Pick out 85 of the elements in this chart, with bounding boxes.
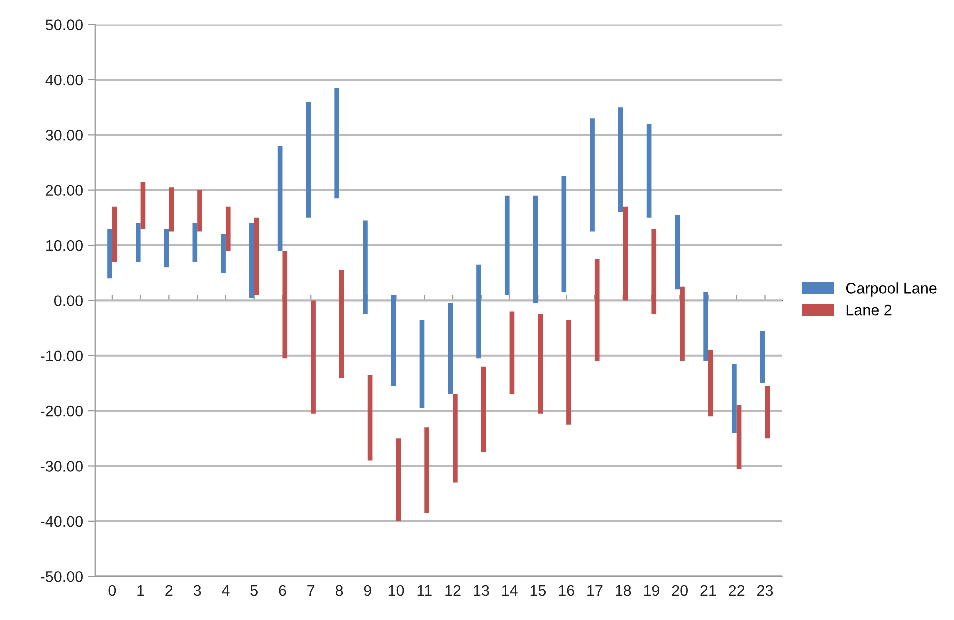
bar — [704, 292, 708, 362]
x-tick-label: 20 — [672, 585, 688, 596]
y-tick-label: 0.00 — [54, 296, 83, 306]
x-tick-label: 7 — [308, 585, 315, 596]
x-tick-label: 17 — [588, 585, 603, 596]
bar — [334, 88, 340, 199]
x-tick-label: 6 — [279, 585, 286, 596]
y-tick-label: -40.00 — [40, 516, 83, 528]
x-tick-label: 18 — [616, 585, 632, 596]
bar — [140, 182, 146, 229]
bar — [363, 220, 368, 314]
bar — [736, 406, 742, 469]
x-tick-label: 14 — [502, 585, 518, 596]
bar — [646, 124, 652, 218]
bar — [311, 300, 316, 414]
x-tick-label: 8 — [336, 585, 344, 596]
bar — [424, 428, 430, 514]
bar — [476, 264, 482, 359]
x-tick-label: 3 — [194, 585, 202, 596]
bar — [164, 228, 170, 268]
bar — [391, 295, 396, 386]
x-tick-label: 15 — [530, 585, 546, 596]
bar — [680, 286, 685, 362]
y-tick-label: 40.00 — [46, 74, 83, 86]
bar — [226, 206, 231, 252]
bar — [652, 228, 657, 314]
bar — [765, 386, 770, 439]
x-tick-label: 11 — [418, 585, 432, 596]
y-tick-label: -30.00 — [40, 461, 83, 472]
y-tick-label: -10.00 — [40, 350, 83, 362]
bar — [254, 218, 260, 296]
legend-label: Lane 2 — [846, 304, 892, 316]
bar — [594, 259, 600, 362]
x-tick-label: 10 — [388, 585, 404, 596]
bar — [453, 394, 458, 483]
bar — [538, 314, 544, 414]
x-tick-label: 0 — [108, 585, 116, 596]
x-tick-label: 13 — [474, 585, 490, 596]
y-tick-label: -50.00 — [40, 571, 83, 582]
y-tick-label: -20.00 — [40, 406, 83, 417]
bar — [368, 375, 373, 461]
bar — [340, 270, 344, 378]
x-tick-label: 22 — [729, 585, 745, 596]
x-tick-label: 19 — [644, 585, 660, 596]
x-tick-label: 12 — [446, 585, 461, 596]
bar — [504, 196, 510, 296]
bar — [510, 312, 515, 395]
bar — [306, 102, 312, 218]
bar — [192, 223, 198, 262]
bar — [566, 320, 572, 425]
x-tick-label: 2 — [166, 585, 173, 596]
bar — [708, 350, 714, 417]
x-tick-label: 21 — [700, 585, 716, 596]
y-tick-label: 10.00 — [46, 240, 83, 252]
bar — [420, 320, 425, 408]
bar — [108, 228, 112, 279]
x-tick-label: 4 — [222, 585, 230, 596]
legend-label: Carpool Lane — [846, 282, 937, 297]
bar — [112, 206, 118, 262]
x-tick-label: 1 — [138, 585, 144, 596]
bar — [562, 176, 567, 292]
bar — [169, 188, 174, 232]
bar — [448, 303, 454, 395]
bar — [618, 108, 624, 212]
bar — [221, 234, 226, 274]
bar — [732, 364, 737, 434]
bar — [198, 190, 202, 232]
bar — [760, 331, 766, 384]
x-tick-label: 23 — [758, 585, 774, 596]
bar — [250, 223, 254, 298]
bar — [533, 196, 538, 304]
bar — [481, 366, 486, 452]
bar — [396, 438, 402, 522]
y-tick-label: 20.00 — [46, 185, 83, 196]
y-tick-label: 50.00 — [46, 20, 83, 30]
x-tick-label: 5 — [250, 585, 258, 596]
x-tick-label: 9 — [364, 585, 372, 596]
x-tick-label: 16 — [559, 585, 574, 596]
bar — [136, 223, 141, 262]
bar — [282, 251, 288, 359]
bar — [675, 215, 680, 290]
y-tick-label: 30.00 — [46, 130, 83, 141]
bar — [590, 118, 595, 232]
bar — [278, 146, 283, 252]
bar — [623, 206, 628, 301]
